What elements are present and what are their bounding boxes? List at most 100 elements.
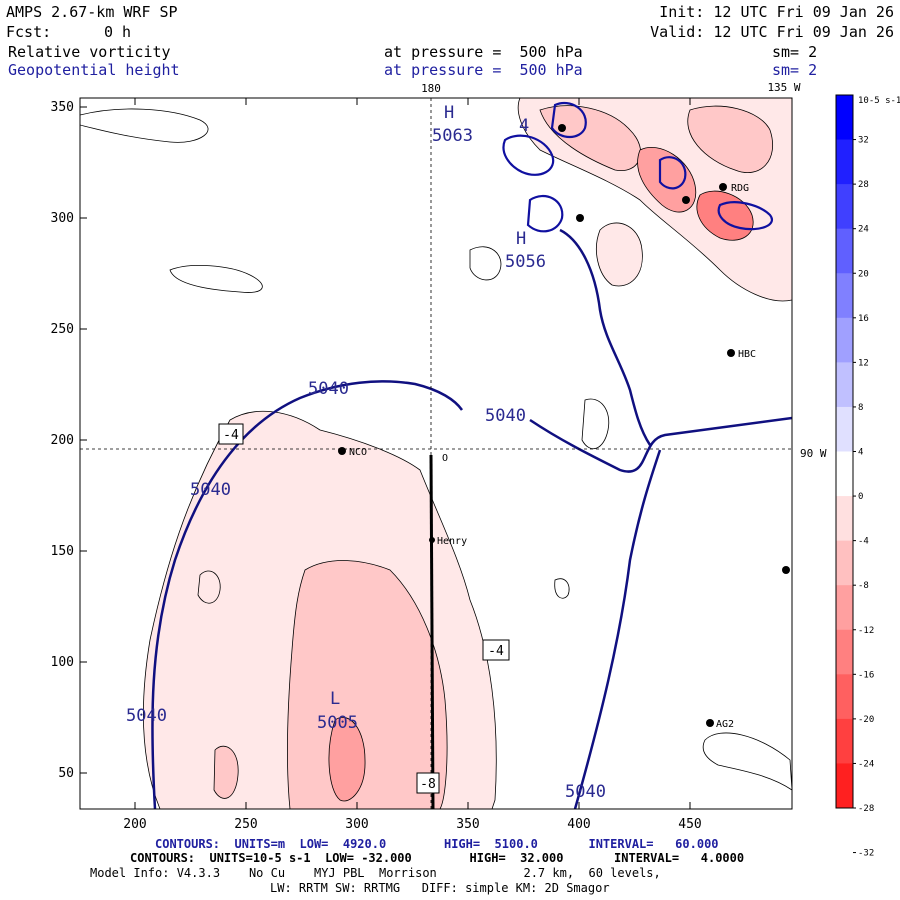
colorbar-label: -24 <box>858 759 874 769</box>
cross-section-line <box>429 454 435 809</box>
field1-name: Relative vorticity <box>8 43 171 61</box>
colorbar-swatch <box>836 95 853 141</box>
lon-label-135w: 135 W <box>767 81 800 94</box>
station-nco-label: NCO <box>349 447 367 458</box>
colorbar <box>836 95 853 809</box>
colorbar-label: 8 <box>858 403 863 413</box>
footer-physics-info: LW: RRTM SW: RRTMG DIFF: simple KM: 2D S… <box>270 881 610 895</box>
station-extra-dot <box>782 566 790 574</box>
station-o-label: O <box>442 453 448 464</box>
colorbar-label: -12 <box>858 626 874 636</box>
lon-label-90w: 90 W <box>800 447 827 460</box>
vorticity-thin-contour <box>469 246 502 281</box>
x-tick-label: 300 <box>345 817 368 832</box>
colorbar-label: 16 <box>858 314 869 324</box>
colorbar-label: 0 <box>858 492 863 502</box>
y-tick-label: 200 <box>51 433 74 448</box>
footer-contours-height: CONTOURS: UNITS=m LOW= 4920.0 HIGH= 5100… <box>155 837 719 851</box>
station-henry-label: Henry <box>437 536 467 547</box>
height-contour-label: 5040 <box>485 406 526 426</box>
vorticity-blob <box>213 745 239 799</box>
high-value: 5056 <box>505 252 546 272</box>
x-tick-label: 250 <box>234 817 257 832</box>
low-letter: L <box>330 689 340 709</box>
colorbar-swatch <box>836 585 853 631</box>
vorticity-region-ne2 <box>596 222 643 287</box>
y-tick-label: 250 <box>51 322 74 337</box>
station-ag2-label: AG2 <box>716 719 734 730</box>
model-title: AMPS 2.67-km WRF SP <box>6 3 178 21</box>
forecast-value: 0 h <box>104 23 132 41</box>
vorticity-region-ne3 <box>687 105 773 173</box>
station-rdg-label: RDG <box>731 183 749 194</box>
vorticity-region-neg8 <box>286 560 448 809</box>
colorbar-swatch <box>836 763 853 809</box>
x-tick-label: 400 <box>567 817 590 832</box>
vorticity-box-label-3: -8 <box>416 772 440 794</box>
y-tick-label: 300 <box>51 211 74 226</box>
vorticity-region-neg12 <box>328 717 366 802</box>
vorticity-thin-contour <box>581 398 610 450</box>
field2-pressure: at pressure = 500 hPa <box>384 61 583 79</box>
field2-smoothing: sm= 2 <box>772 61 818 79</box>
station-extra-dot <box>558 124 566 132</box>
footer-model-info: Model Info: V4.3.3 No Cu MYJ PBL Morriso… <box>90 866 661 880</box>
colorbar-swatch <box>836 674 853 720</box>
colorbar-label: -8 <box>858 581 869 591</box>
height-contour-label: 5040 <box>308 379 349 399</box>
station-nco-dot <box>338 447 346 455</box>
colorbar-label: -16 <box>858 670 874 680</box>
colorbar-swatch <box>836 139 853 185</box>
height-contour-5040-west <box>151 380 464 809</box>
vorticity-thin-contour <box>80 108 209 143</box>
height-contour-label: 5040 <box>126 706 167 726</box>
high-letter: H <box>444 103 454 123</box>
y-axis-ticks <box>80 106 87 774</box>
vorticity-blob <box>169 265 263 293</box>
colorbar-swatch <box>836 228 853 274</box>
x-tick-label: 200 <box>123 817 146 832</box>
colorbar-label: -4 <box>858 537 869 547</box>
vorticity-box-text: -8 <box>420 777 436 792</box>
vorticity-box-text: -4 <box>488 644 504 659</box>
colorbar-label: 20 <box>858 269 869 279</box>
colorbar-swatch <box>836 362 853 408</box>
station-henry-dot <box>429 537 435 543</box>
station-ag2-dot <box>706 719 714 727</box>
colorbar-label: -32 <box>858 849 874 859</box>
station-rdg-dot <box>719 183 727 191</box>
colorbar-label: -20 <box>858 715 874 725</box>
vorticity-box-label-1: -4 <box>218 423 244 445</box>
colorbar-label: 32 <box>858 136 869 146</box>
height-contour-label: 5040 <box>565 782 606 802</box>
colorbar-swatch <box>836 540 853 586</box>
field1-smoothing: sm= 2 <box>772 43 818 61</box>
colorbar-label: 12 <box>858 358 869 368</box>
x-tick-label: 450 <box>678 817 701 832</box>
vorticity-positive-ne <box>658 156 687 190</box>
colorbar-swatch <box>836 406 853 452</box>
x-axis-ticks <box>134 98 691 809</box>
forecast-label: Fcst: <box>6 23 52 41</box>
map-frame <box>79 97 793 810</box>
valid-time: Valid: 12 UTC Fri 09 Jan 26 <box>650 23 894 41</box>
vorticity-box-label-2: -4 <box>482 639 510 661</box>
vorticity-positive-ne <box>502 134 555 176</box>
vorticity-positive-ne <box>550 102 587 139</box>
y-tick-label: 150 <box>51 544 74 559</box>
vorticity-thin-contour <box>702 732 792 791</box>
vorticity-box-text: -4 <box>223 428 239 443</box>
colorbar-swatch <box>836 629 853 675</box>
footer-contours-vorticity: CONTOURS: UNITS=10-5 s-1 LOW= -32.000 HI… <box>130 851 745 865</box>
height-contour-5040-north <box>559 228 652 446</box>
field2-name: Geopotential height <box>8 61 180 79</box>
vorticity-blob <box>197 570 221 604</box>
station-extra-dot <box>576 214 584 222</box>
station-extra-dot <box>682 196 690 204</box>
colorbar-swatch <box>836 451 853 497</box>
vorticity-thin-contour <box>554 578 570 599</box>
vorticity-positive-ne <box>526 194 564 233</box>
high-value: 5063 <box>432 126 473 146</box>
y-tick-label: 50 <box>58 766 74 781</box>
